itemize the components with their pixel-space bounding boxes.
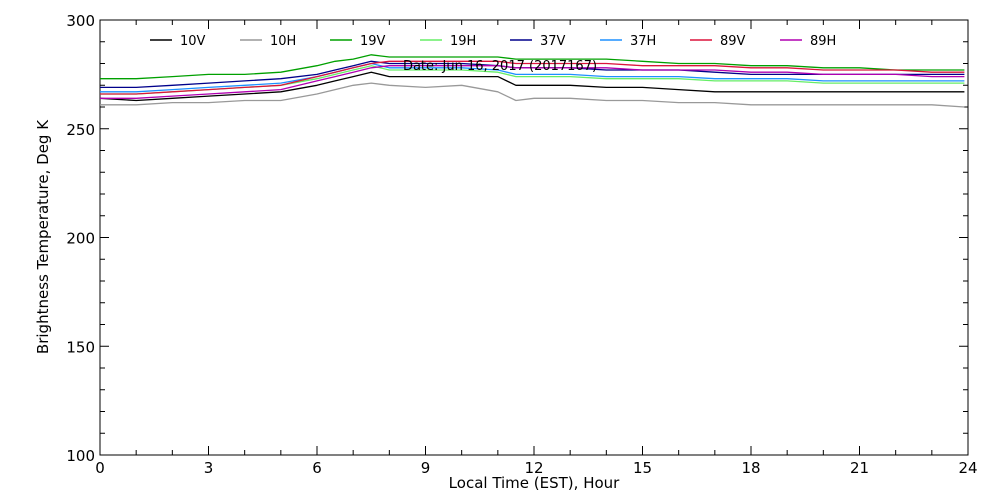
legend-label: 10V (180, 34, 206, 49)
x-tick-label: 12 (524, 459, 543, 477)
y-tick-label: 100 (66, 447, 95, 465)
series-line-10v (99, 71, 965, 102)
series-line-89h (100, 65, 965, 99)
y-axis: 100 150 200 250 300 (66, 12, 968, 465)
x-tick-label: 0 (95, 459, 105, 477)
legend-label: 19V (360, 34, 386, 49)
series-line-10h (100, 82, 965, 108)
x-tick-label: 18 (741, 459, 760, 477)
legend-label: 89H (810, 34, 836, 49)
x-axis-label: Local Time (EST), Hour (449, 474, 620, 492)
x-tick-label: 21 (850, 459, 869, 477)
series-line-19v (100, 54, 965, 80)
y-tick-label: 300 (66, 12, 95, 30)
x-tick-label: 15 (633, 459, 652, 477)
y-tick-label: 200 (66, 230, 95, 248)
x-axis: 0 3 6 9 12 15 18 21 24 (95, 20, 978, 477)
y-tick-label: 150 (66, 338, 95, 356)
chart-title: Date: Jun 16, 2017 (2017167) (403, 59, 597, 74)
y-axis-label: Brightness Temperature, Deg K (34, 119, 52, 354)
legend-label: 89V (720, 34, 746, 49)
x-tick-label: 6 (312, 459, 322, 477)
legend-label: 37V (540, 34, 566, 49)
series-lines (99, 54, 965, 108)
legend: 10V 10H 19V 19H 37V 37H 89V 89H (150, 34, 836, 49)
series-line-89v (100, 60, 965, 95)
series-line-37h (100, 62, 965, 93)
x-tick-label: 3 (204, 459, 214, 477)
x-tick-label: 9 (421, 459, 431, 477)
y-tick-label: 250 (66, 121, 95, 139)
x-tick-label: 24 (958, 459, 977, 477)
legend-label: 10H (270, 34, 296, 49)
legend-label: 19H (450, 34, 476, 49)
legend-label: 37H (630, 34, 656, 49)
